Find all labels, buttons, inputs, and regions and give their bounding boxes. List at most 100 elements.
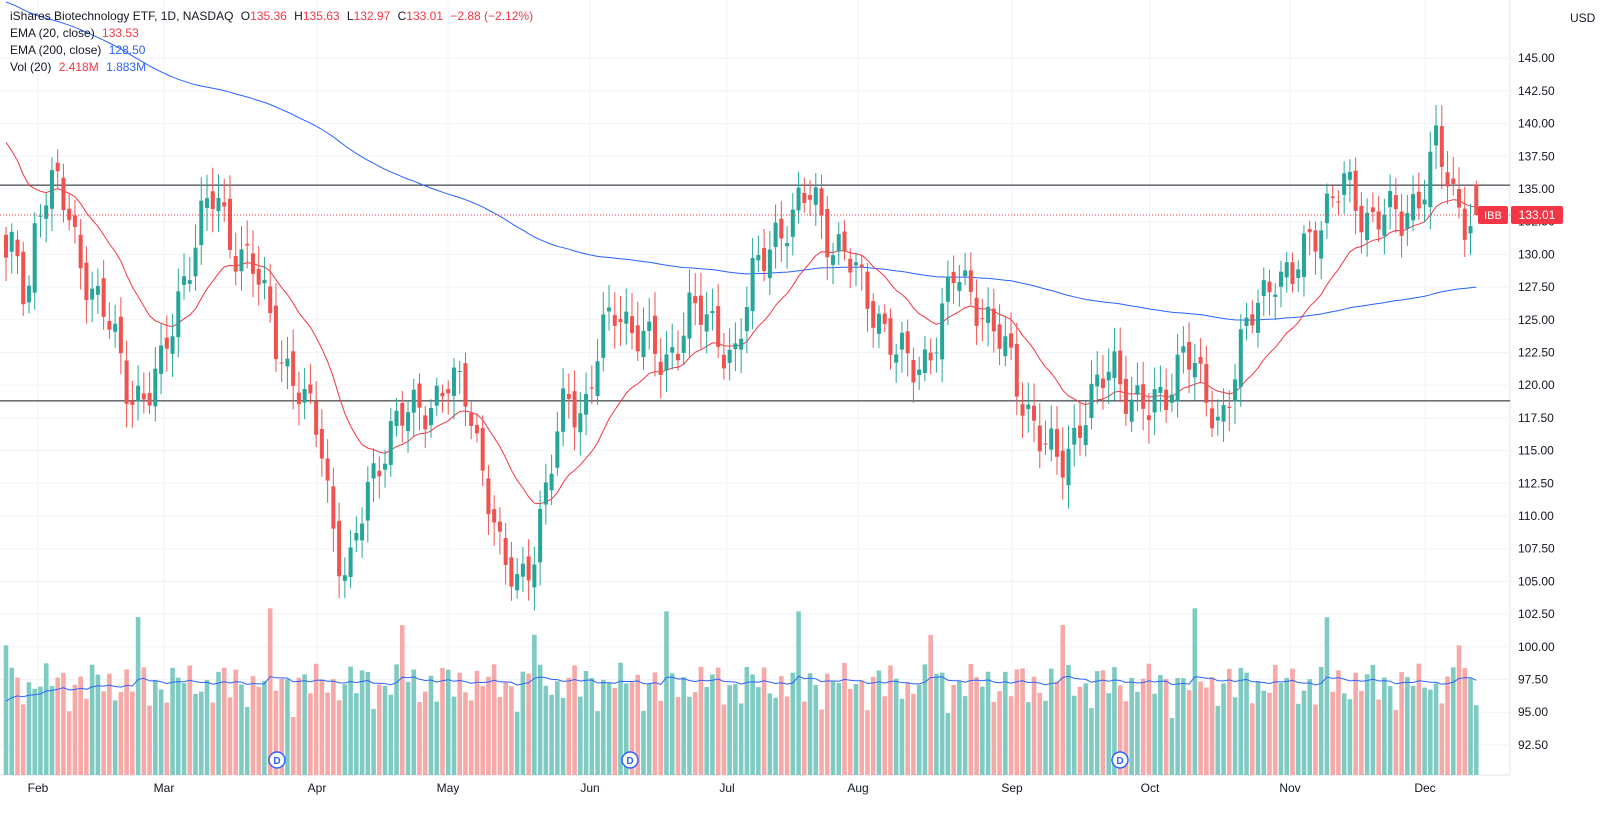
volume-bar: [221, 667, 227, 775]
volume-bar: [934, 673, 939, 775]
volume-bar: [853, 684, 859, 775]
volume-bar: [784, 696, 790, 775]
ema20-legend[interactable]: EMA (20, close) 133.53: [10, 26, 139, 40]
candle-body: [411, 389, 416, 413]
candle-body: [90, 288, 95, 300]
candle-body: [199, 200, 204, 246]
candle-body: [1169, 394, 1174, 403]
candle-body: [1043, 443, 1048, 445]
candle-body: [141, 393, 146, 400]
candle-body: [750, 258, 755, 312]
y-tick-label: 115.00: [1518, 444, 1554, 458]
volume-bar: [1307, 679, 1313, 775]
candle-body: [1250, 314, 1255, 326]
y-tick-label: 117.50: [1518, 411, 1554, 425]
volume-bar: [1048, 668, 1054, 775]
volume-bar: [1117, 685, 1123, 775]
volume-bar: [503, 681, 508, 775]
volume-bar: [38, 686, 43, 775]
ema200-line: [5, 1, 1477, 321]
candle-body: [865, 271, 870, 309]
candle-body: [922, 349, 927, 373]
volume-bar: [319, 679, 325, 775]
candle-body: [388, 421, 393, 465]
volume-bar: [767, 693, 773, 775]
volume-bar: [664, 611, 669, 775]
volume-legend[interactable]: Vol (20) 2.418M 1.883M: [10, 60, 147, 74]
y-tick-label: 125.00: [1518, 313, 1555, 327]
candle-body: [423, 415, 428, 430]
candle-body: [124, 360, 129, 404]
volume-bar: [1318, 666, 1324, 775]
volume-bar: [1468, 678, 1473, 775]
dividend-marker-icon: [621, 751, 639, 769]
volume-bar: [991, 701, 997, 775]
candle-body: [963, 270, 968, 277]
volume-bar: [279, 678, 284, 775]
volume-bar: [1192, 608, 1198, 775]
volume-bar: [646, 683, 652, 775]
volume-bar: [882, 696, 888, 775]
candle-body: [302, 388, 307, 403]
y-tick-label: 145.00: [1518, 51, 1555, 65]
candle-body: [1204, 364, 1209, 403]
volume-bar: [790, 672, 796, 775]
volume-bar: [1043, 700, 1048, 775]
candle-body: [951, 271, 956, 284]
volume-bar: [905, 682, 910, 775]
volume-bar: [870, 676, 876, 775]
candle-body: [193, 247, 198, 277]
ema200-legend[interactable]: EMA (200, close) 128.50: [10, 43, 146, 57]
y-tick-label: 110.00: [1518, 509, 1554, 523]
candle-body: [578, 413, 583, 433]
volume-bar: [497, 697, 503, 775]
volume-bar: [692, 692, 698, 775]
volume-bar: [1066, 664, 1071, 775]
volume-bar: [15, 677, 20, 775]
candle-body: [716, 306, 721, 347]
candle-body: [296, 392, 301, 405]
volume-bar: [727, 685, 732, 775]
volume-bar: [1324, 617, 1330, 775]
volume-bar: [1227, 668, 1232, 775]
volume-bar: [911, 693, 916, 775]
candle-body: [1324, 193, 1329, 224]
candle-body: [520, 563, 525, 577]
candle-body: [1215, 416, 1220, 421]
volume-bar: [641, 710, 646, 775]
volume-bar: [635, 674, 641, 775]
volume-bar: [463, 692, 468, 775]
volume-bar: [422, 691, 428, 775]
candle-body: [1313, 230, 1318, 252]
candle-body: [1089, 383, 1094, 419]
candle-body: [532, 564, 537, 588]
volume-bar: [658, 700, 664, 775]
volume-bar: [1100, 670, 1106, 775]
volume-bar: [267, 608, 273, 775]
candle-body: [216, 198, 221, 212]
y-tick-label: 130.00: [1518, 247, 1555, 261]
candle-body: [1112, 351, 1117, 379]
candle-body: [1014, 343, 1019, 397]
candle-body: [469, 413, 474, 426]
volume-bar: [72, 684, 78, 775]
volume-bar: [101, 691, 106, 775]
candle-body: [1474, 184, 1479, 216]
x-tick-label: Mar: [154, 781, 175, 795]
candle-body: [497, 521, 502, 532]
candle-body: [337, 520, 342, 577]
candle-body: [118, 316, 123, 354]
y-tick-label: 135.00: [1518, 182, 1555, 196]
candle-body: [474, 425, 479, 434]
volume-bar: [945, 713, 951, 775]
volume-bar: [1071, 695, 1077, 775]
candle-body: [693, 296, 698, 304]
volume-bar: [325, 692, 330, 775]
volume-bar: [985, 671, 991, 775]
legend: iShares Biotechnology ETF, 1D, NASDAQ O1…: [10, 8, 533, 76]
volume-bar: [1301, 690, 1307, 775]
candle-body: [1319, 230, 1324, 259]
candle-body: [986, 306, 991, 323]
y-tick-label: 142.50: [1518, 84, 1555, 98]
